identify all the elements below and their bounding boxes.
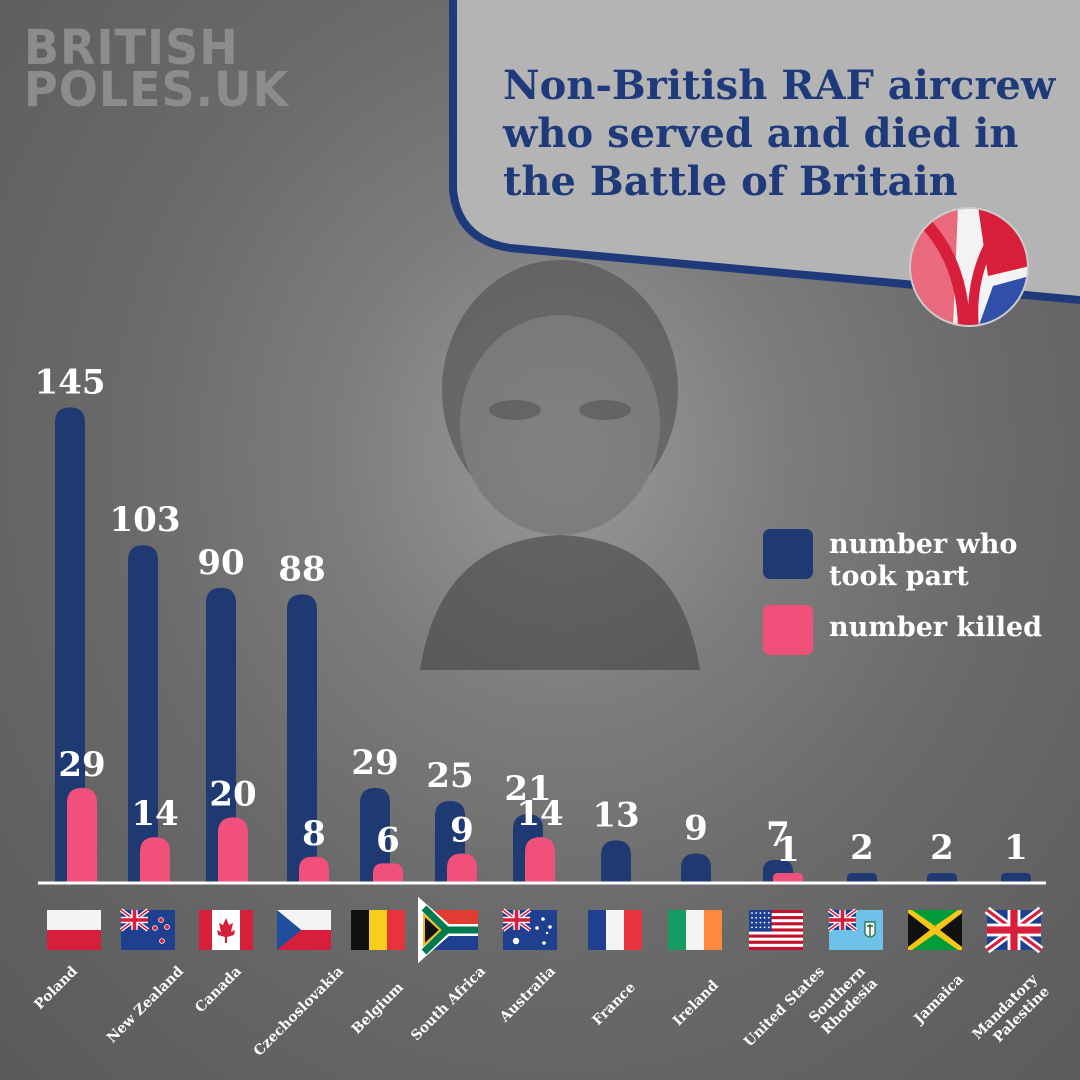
value-label-killed: 9 [450,810,474,850]
bar-took-part [601,840,631,883]
category-label: Czechoslovakia [251,964,347,1060]
category-label: South Africa [408,964,489,1045]
value-label-took-part: 2 [850,828,874,868]
category-label: France [589,979,638,1028]
bar-took-part [847,873,877,883]
value-label-took-part: 103 [110,500,181,540]
category-label: Australia [496,964,559,1027]
category-label: Jamaica [910,972,967,1029]
mandatory-palestine-flag [984,906,1044,954]
ireland-flag [668,910,722,950]
brand-line-2: POLES.UK [24,60,290,118]
value-label-killed: 29 [58,745,105,785]
czechoslovakia-flag [277,910,331,950]
portrait-silhouette [420,260,700,670]
value-label-took-part: 1 [1004,828,1028,868]
southern-rhodesia-flag [827,908,883,950]
bar-took-part [55,407,85,883]
legend-label-took-part: number who took part [829,529,1018,592]
brand-line-1: BRITISH [24,18,239,76]
title-line-2: who served and died in [503,110,1019,157]
legend-swatch-took-part [763,529,813,579]
bar-took-part [128,545,158,883]
france-flag [588,910,642,950]
south-africa-flag [418,896,478,964]
title-line-3: the Battle of Britain [503,158,958,205]
category-label: Poland [31,963,81,1013]
value-label-killed: 6 [376,820,400,860]
belgium-flag [351,910,405,950]
category-label: Ireland [670,977,722,1029]
title-line-1: Non-British RAF aircrew [503,62,1056,109]
australia-flag [501,908,557,950]
bar-killed [773,873,803,883]
bar-killed [373,863,403,883]
value-label-killed: 14 [131,794,178,834]
value-label-took-part: 25 [426,756,473,796]
bar-killed [525,837,555,883]
bar-took-part [206,587,236,883]
chart-title: Non-British RAF aircrew who served and d… [503,62,1063,206]
value-label-killed: 1 [776,830,800,870]
bar-killed [140,837,170,883]
legend-item-took-part: number who took part [763,529,1049,593]
value-label-took-part: 7 [766,815,790,855]
value-label-took-part: 2 [930,828,954,868]
value-label-took-part: 9 [684,808,708,848]
category-label: Belgium [349,979,407,1037]
bar-took-part [360,787,390,883]
canada-flag [199,910,253,950]
union-flag-badge [909,207,1029,327]
value-label-killed: 8 [302,814,326,854]
united-states-flag [749,910,803,950]
category-label: Canada [192,964,245,1017]
category-label: MandatoryPalestine [969,971,1053,1055]
poland-flag [47,910,101,950]
jamaica-flag [908,910,962,950]
bar-killed [447,853,477,883]
value-label-killed: 20 [209,774,256,814]
legend-item-killed: number killed [763,605,1069,655]
bar-killed [67,787,97,883]
new-zealand-flag [119,908,175,950]
bar-took-part [1001,873,1031,883]
legend-label-killed: number killed [829,612,1043,643]
brand-logo: BRITISH POLES.UK [24,18,290,118]
value-label-took-part: 145 [35,362,106,402]
value-label-took-part: 90 [197,543,244,583]
bar-took-part [927,873,957,883]
value-label-took-part: 88 [278,549,325,589]
value-label-took-part: 13 [592,795,639,835]
legend-swatch-killed [763,605,813,655]
value-label-took-part: 29 [351,743,398,783]
value-label-took-part: 21 [504,769,551,809]
category-label: New Zealand [104,963,187,1046]
bar-took-part [287,594,317,883]
value-label-killed: 14 [516,794,563,834]
bar-killed [218,817,248,883]
bar-killed [299,856,329,883]
bar-took-part [681,853,711,883]
